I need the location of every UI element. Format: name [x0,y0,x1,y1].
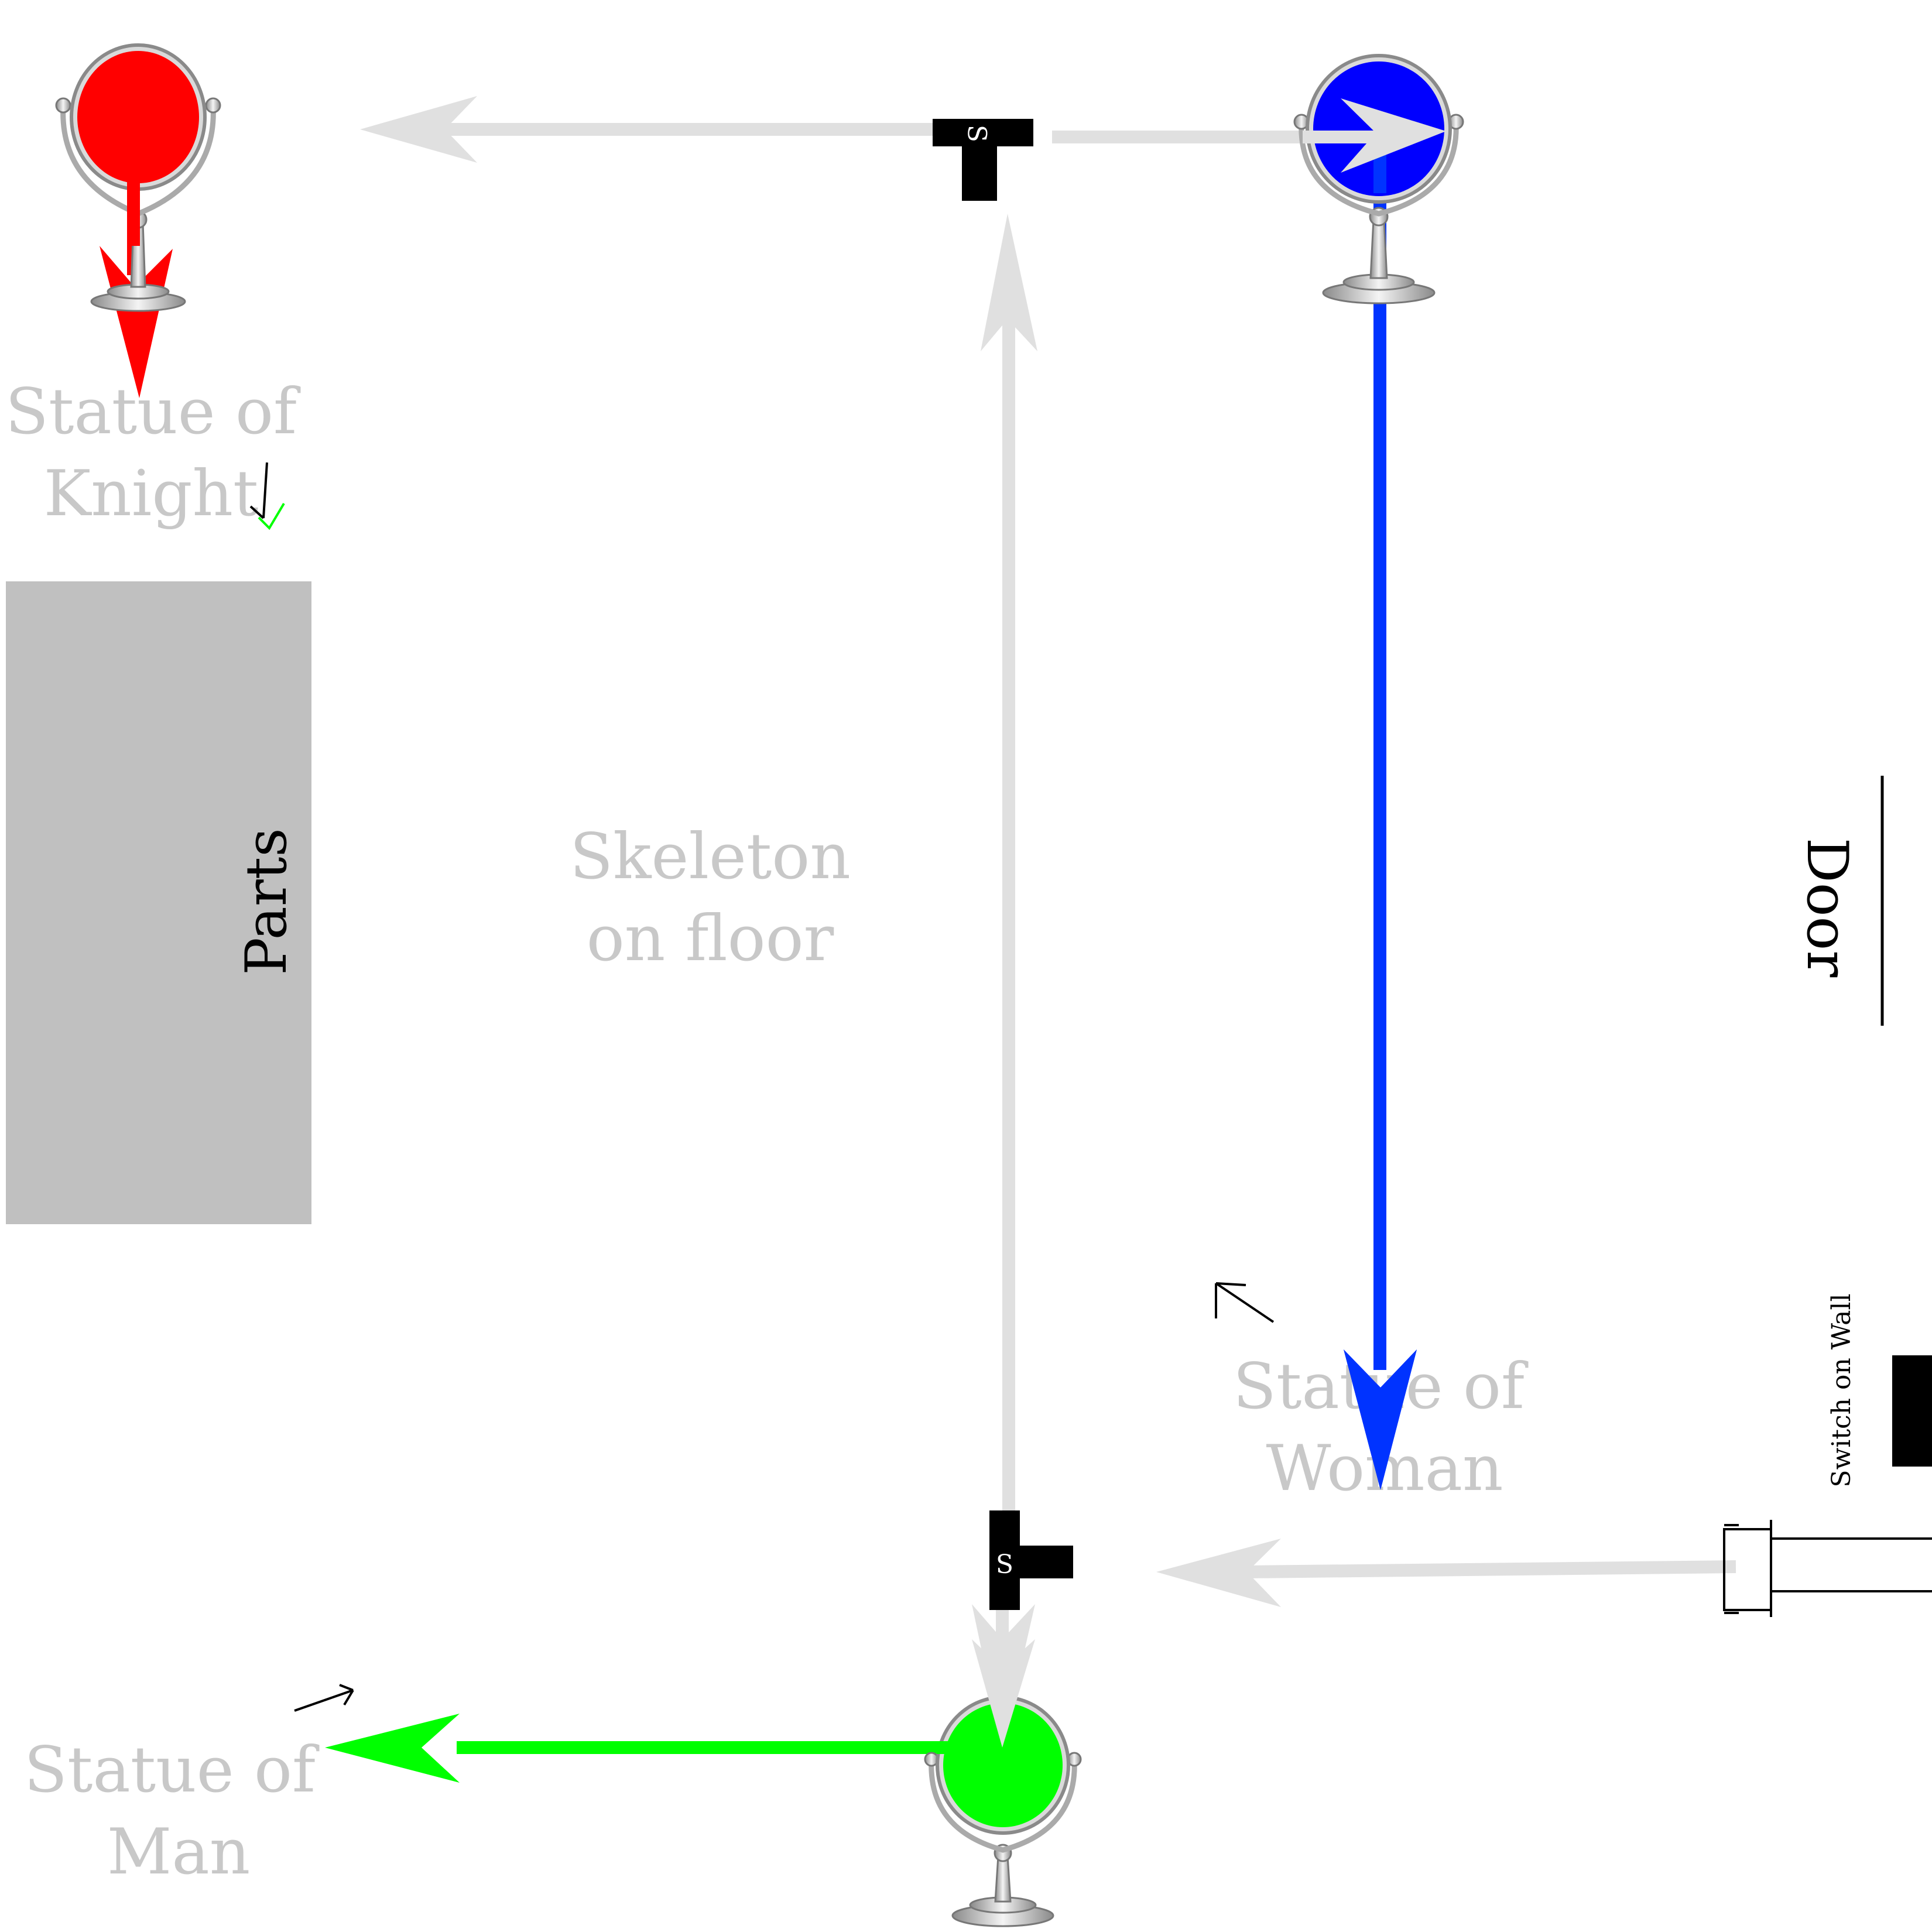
svg-text:Statue of: Statue of [5,375,301,448]
beam-overlays [127,98,1446,1754]
mirror-green[interactable] [924,1695,1082,1927]
green-beam [325,1714,995,1783]
beam-top-left-arrowhead [360,96,477,163]
wall-switch[interactable]: Switch on Wall [1827,1293,1932,1488]
thin-arrow-icon [1215,1282,1275,1323]
thin-arrow-icon [294,1684,354,1712]
mirror-red[interactable] [55,43,221,312]
splitter-bottom[interactable]: S [989,1510,1073,1610]
beam-vertical-up-arrowhead [981,214,1037,351]
blue-beam-over-label [1344,1347,1417,1490]
svg-text:Skeleton: Skeleton [570,820,851,893]
light-emitter-icon [1723,1520,1932,1617]
checkmark-icon [258,502,285,530]
green-beam-arrowhead [325,1714,460,1783]
mirror-red-face [77,51,199,183]
light-emitter[interactable] [1723,1520,1932,1617]
svg-text:Statue of: Statue of [24,1734,320,1807]
beam-from-emitter-arrowhead [1156,1539,1281,1607]
svg-text:Man: Man [107,1815,251,1889]
svg-text:on floor: on floor [587,902,834,975]
splitter-bottom-glyph: S [996,1550,1013,1580]
splitter-top-glyph: S [962,125,992,142]
hint-man [294,1684,354,1712]
mirror-green-face [943,1703,1063,1827]
svg-text:Knight: Knight [44,457,259,530]
parts-label: Parts [234,828,299,975]
red-beam-arrowhead [100,246,173,398]
skeleton-label: Skeleton on floor [570,820,851,975]
mirror-on-stand-icon [55,43,221,312]
thin-arrow-icon [249,462,268,519]
statue-knight-label: Statue of Knight [5,375,301,530]
hint-knight [249,462,285,530]
blue-beam [1344,146,1417,1490]
door[interactable]: Door [1794,776,1884,1026]
splitter-top[interactable]: S [933,119,1033,201]
door-label: Door [1794,838,1860,978]
parts-box: Parts [6,581,311,1224]
switch-block [1892,1355,1932,1467]
mirror-on-stand-icon [924,1695,1082,1927]
grey-beams [360,96,1736,1748]
t-splitter-icon [933,119,1033,201]
t-splitter-icon [989,1510,1073,1610]
hint-woman [1215,1282,1275,1323]
statue-man-label: Statue of Man [24,1734,320,1889]
switch-on-wall-label: Switch on Wall [1827,1293,1856,1487]
beam-from-emitter [1246,1560,1736,1578]
